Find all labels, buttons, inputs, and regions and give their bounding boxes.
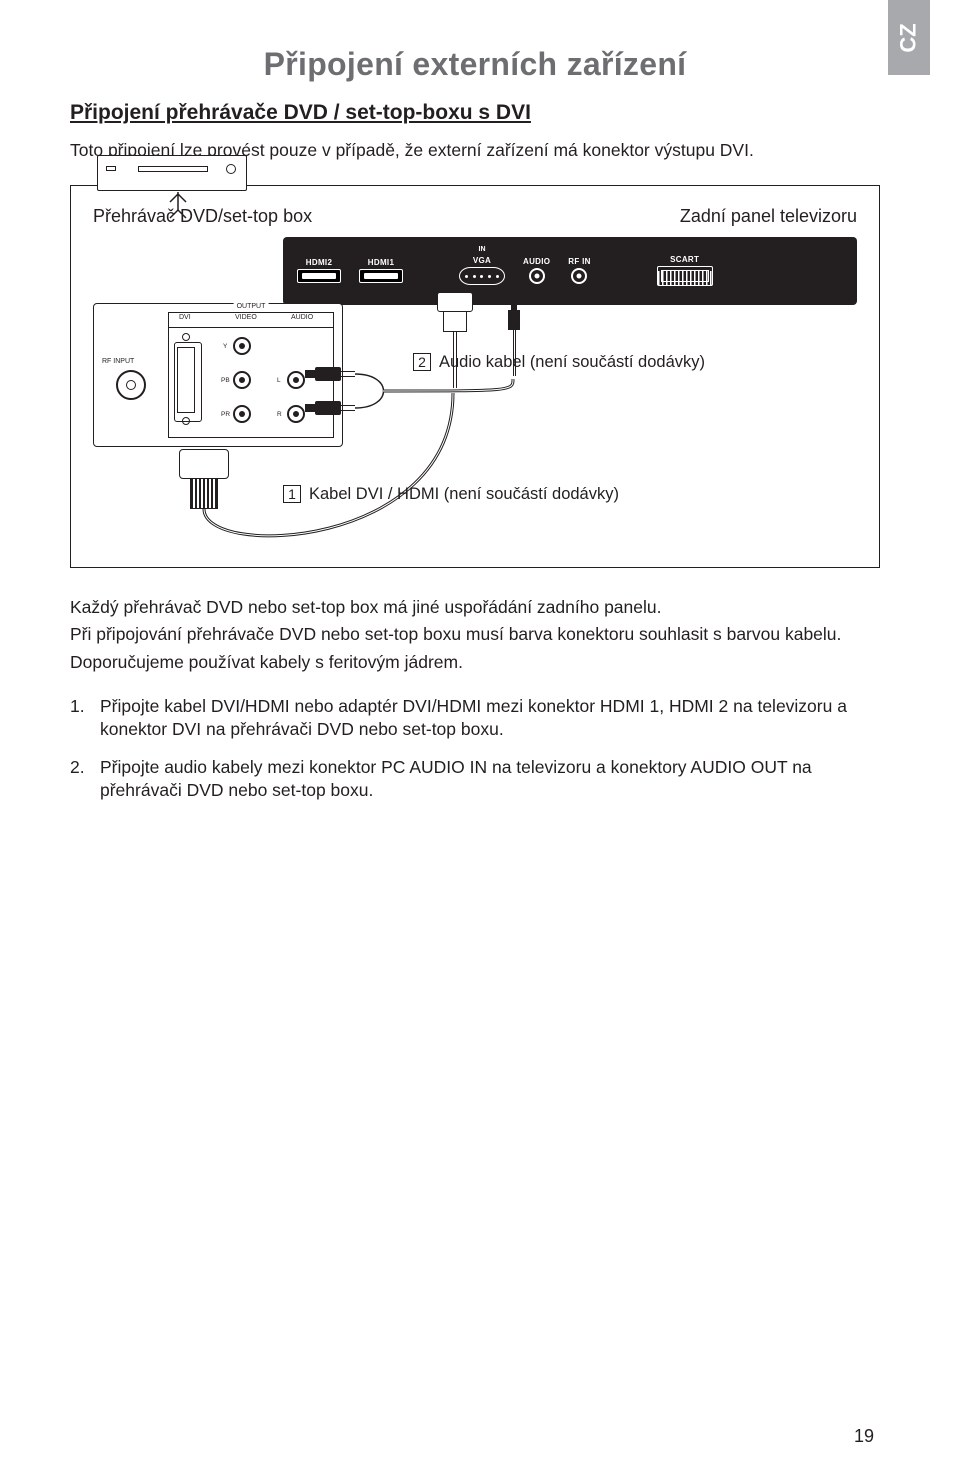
dvi-screw-bot (182, 417, 190, 425)
step-2-num: 2. (70, 756, 100, 803)
callout-2: 2 Audio kabel (není součástí dodávky) (413, 353, 705, 372)
para-3: Doporučujeme používat kabely s feritovým… (70, 651, 880, 675)
steps-list: 1. Připojte kabel DVI/HDMI nebo adaptér … (70, 695, 880, 804)
subheading: Připojení přehrávače DVD / set-top-boxu … (70, 101, 880, 125)
pb-label: PB (221, 377, 230, 384)
para-2: Při připojování přehrávače DVD nebo set-… (70, 623, 880, 647)
step-1: 1. Připojte kabel DVI/HDMI nebo adaptér … (70, 695, 880, 742)
callout-2-num: 2 (413, 353, 431, 371)
step-2: 2. Připojte audio kabely mezi konektor P… (70, 756, 880, 803)
connection-diagram: Přehrávač DVD/set-top box Zadní panel te… (70, 185, 880, 568)
diagram-left-label: Přehrávač DVD/set-top box (93, 206, 312, 227)
pr-label: PR (221, 411, 230, 418)
dvd-player-icon (97, 155, 247, 191)
col-audio: AUDIO (291, 314, 313, 321)
rca-l (287, 371, 305, 389)
scart-label: SCART (670, 255, 699, 264)
rca-pr (233, 405, 251, 423)
vga-port: IN VGA (459, 256, 505, 285)
callout-1-text: Kabel DVI / HDMI (není součástí dodávky) (309, 485, 619, 504)
scart-port: SCART (657, 255, 713, 286)
rf-in-port: RF IN (568, 257, 590, 284)
step-1-num: 1. (70, 695, 100, 742)
rf-input-label: RF INPUT (102, 358, 134, 365)
l-label: L (277, 377, 281, 384)
rca-plug-l (305, 367, 351, 381)
dvi-plug (179, 449, 229, 507)
hdmi1-port: HDMI1 (359, 258, 403, 283)
hdmi1-label: HDMI1 (368, 258, 394, 267)
rf-input-port (116, 370, 146, 400)
step-1-text: Připojte kabel DVI/HDMI nebo adaptér DVI… (100, 695, 880, 742)
hdmi2-port: HDMI2 (297, 258, 341, 283)
in-label: IN (477, 246, 488, 253)
callout-1-num: 1 (283, 485, 301, 503)
para-1: Každý přehrávač DVD nebo set-top box má … (70, 596, 880, 620)
callout-2-text: Audio kabel (není součástí dodávky) (439, 353, 705, 372)
tv-back-panel: HDMI2 HDMI1 IN VGA AUDIO RF IN (283, 237, 857, 305)
hdmi2-label: HDMI2 (306, 258, 332, 267)
page-number: 19 (854, 1426, 874, 1447)
col-video: VIDEO (235, 314, 257, 321)
dvi-screw-top (182, 333, 190, 341)
rca-pb (233, 371, 251, 389)
dvi-output-port (177, 347, 195, 413)
vga-label: VGA (473, 256, 491, 265)
rfin-label: RF IN (568, 257, 590, 266)
callout-1: 1 Kabel DVI / HDMI (není součástí dodávk… (283, 485, 619, 504)
rca-y (233, 337, 251, 355)
output-label: OUTPUT (234, 303, 269, 310)
col-dvi: DVI (179, 314, 191, 321)
section-title: Připojení externích zařízení (70, 46, 880, 83)
audio-label: AUDIO (523, 257, 550, 266)
rca-r (287, 405, 305, 423)
y-label: Y (223, 343, 227, 350)
step-2-text: Připojte audio kabely mezi konektor PC A… (100, 756, 880, 803)
r-label: R (277, 411, 282, 418)
rca-plug-r (305, 401, 351, 415)
diagram-right-label: Zadní panel televizoru (680, 206, 857, 227)
audio-port: AUDIO (523, 257, 550, 284)
description-block: Každý přehrávač DVD nebo set-top box má … (70, 596, 880, 675)
